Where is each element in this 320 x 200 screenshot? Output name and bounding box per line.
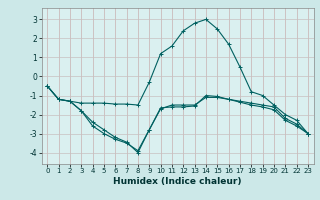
X-axis label: Humidex (Indice chaleur): Humidex (Indice chaleur): [113, 177, 242, 186]
